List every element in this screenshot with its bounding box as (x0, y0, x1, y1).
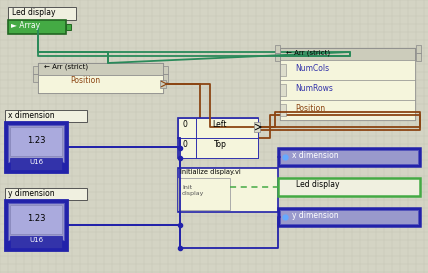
Bar (160, 80, 166, 88)
Text: ← Arr (strict): ← Arr (strict) (44, 64, 88, 70)
Bar (280, 210, 418, 224)
Text: Left: Left (213, 120, 227, 129)
Bar (10, 205, 62, 234)
Text: x dimension: x dimension (8, 111, 55, 120)
Text: x dimension: x dimension (292, 151, 339, 160)
Text: U16: U16 (29, 159, 43, 165)
Text: Led display: Led display (12, 8, 56, 17)
Bar (33, 66, 38, 74)
Bar (5, 110, 87, 122)
Bar (280, 150, 418, 164)
Bar (66, 24, 71, 30)
Bar (278, 148, 420, 166)
Text: Position: Position (295, 104, 325, 113)
Bar (275, 45, 280, 53)
Text: 1.23: 1.23 (27, 214, 45, 223)
Bar (178, 168, 278, 212)
Text: 0: 0 (183, 120, 188, 129)
Bar (280, 48, 415, 60)
Bar (38, 63, 163, 93)
Bar (278, 208, 420, 226)
Bar (8, 203, 64, 240)
Text: U16: U16 (29, 237, 43, 243)
Bar (163, 74, 168, 82)
Bar (8, 125, 64, 162)
Text: NumRows: NumRows (295, 84, 333, 93)
Bar (254, 122, 260, 132)
Text: ► Array: ► Array (11, 21, 40, 30)
Text: Init
display: Init display (182, 185, 205, 196)
Text: 0: 0 (183, 140, 188, 149)
Text: y dimension: y dimension (292, 211, 339, 220)
Bar (5, 200, 67, 250)
Bar (196, 118, 258, 138)
Text: Position: Position (70, 76, 100, 85)
Text: Led display: Led display (296, 180, 339, 189)
Bar (178, 118, 258, 158)
Text: Top: Top (214, 140, 226, 149)
Bar (280, 64, 286, 76)
Bar (280, 60, 415, 80)
Bar (5, 122, 67, 172)
Bar (278, 178, 420, 196)
Bar (5, 188, 87, 200)
Bar (280, 84, 286, 96)
Bar (280, 80, 415, 100)
Bar (416, 45, 421, 53)
Bar (38, 75, 163, 93)
Bar (178, 138, 196, 158)
Text: Initialize display.vi: Initialize display.vi (180, 169, 241, 175)
Bar (178, 118, 196, 138)
Bar (416, 53, 421, 61)
Bar (280, 48, 415, 120)
Bar (8, 20, 66, 34)
Text: NumCols: NumCols (295, 64, 329, 73)
Bar (33, 74, 38, 82)
Text: ← Arr (strict): ← Arr (strict) (286, 49, 330, 55)
Bar (10, 127, 62, 156)
Bar (196, 138, 258, 158)
Bar (163, 66, 168, 74)
Bar (38, 63, 163, 75)
Bar (8, 7, 76, 20)
Text: 1.23: 1.23 (27, 136, 45, 145)
Bar (275, 53, 280, 61)
Bar (178, 178, 230, 210)
Bar (10, 236, 62, 248)
Text: y dimension: y dimension (8, 189, 55, 198)
Bar (280, 100, 415, 120)
Bar (280, 104, 286, 116)
Bar (10, 158, 62, 170)
